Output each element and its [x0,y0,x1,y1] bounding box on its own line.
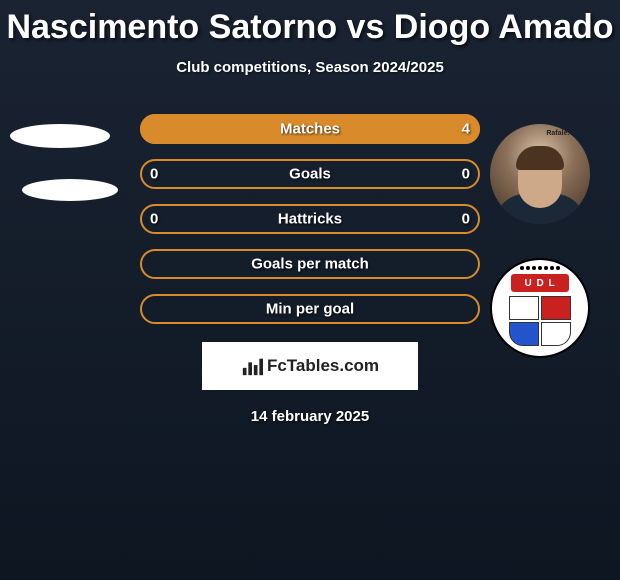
brand-name: FcTables.com [267,356,379,376]
club-badge-shield [509,296,571,346]
club-badge-banner: U D L [511,274,569,292]
club-badge-dots [520,266,560,270]
stat-row: Goals 0 0 [140,159,480,189]
page-title: Nascimento Satorno vs Diogo Amado [0,0,620,47]
stat-row: Goals per match [140,249,480,279]
stat-value-right: 4 [462,121,470,138]
stat-label: Goals [289,166,331,183]
brand-box[interactable]: FcTables.com [202,342,418,390]
left-player-placeholder-2 [22,179,118,201]
stat-label: Min per goal [266,301,354,318]
stat-row: Matches 4 [140,114,480,144]
date-label: 14 february 2025 [0,408,620,425]
bar-chart-icon [241,355,263,377]
player-hair-shape [516,146,564,170]
stat-row: Hattricks 0 0 [140,204,480,234]
stat-value-left: 0 [150,166,158,183]
stat-label: Goals per match [251,256,369,273]
player-photo-caption: Rafale. A. [546,130,578,137]
club-initials: U D L [524,278,555,289]
left-player-placeholder-1 [10,124,110,148]
subtitle: Club competitions, Season 2024/2025 [0,59,620,76]
stat-row: Min per goal [140,294,480,324]
stat-value-right: 0 [462,166,470,183]
stat-label: Matches [280,121,340,138]
stat-label: Hattricks [278,211,342,228]
stat-value-left: 0 [150,211,158,228]
right-player-club-badge: U D L [490,258,590,358]
right-player-photo: Rafale. A. [490,124,590,224]
stat-value-right: 0 [462,211,470,228]
